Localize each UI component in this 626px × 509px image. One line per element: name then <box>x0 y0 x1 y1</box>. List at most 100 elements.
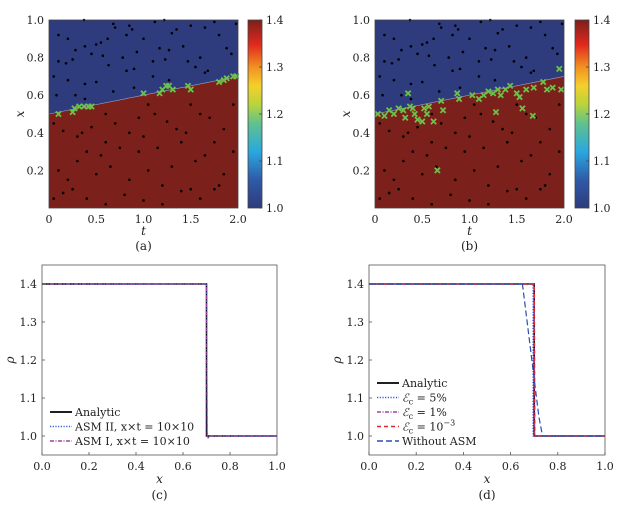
sample-point <box>137 150 141 153</box>
adaptive-point <box>71 105 78 112</box>
sample-point <box>52 122 56 125</box>
sample-point <box>529 154 533 157</box>
sample-point <box>387 129 391 133</box>
x-axis-label: x <box>156 472 163 486</box>
sample-point <box>170 31 174 35</box>
sample-point <box>392 37 396 41</box>
sample-point <box>153 112 157 116</box>
sample-point <box>161 184 164 187</box>
x-tick-label: 0.5 <box>414 213 432 226</box>
y-tick-label: 0.4 <box>27 127 45 140</box>
x-tick-label: 0 <box>372 213 379 226</box>
adaptive-point <box>223 75 230 82</box>
adaptive-point <box>69 108 76 116</box>
adaptive-point <box>409 105 417 112</box>
sample-point <box>66 37 70 41</box>
sample-point <box>543 184 547 187</box>
sample-point <box>66 178 70 182</box>
y-tick-label: 0.2 <box>27 164 45 177</box>
colorbar-tick-label: 1.2 <box>266 108 284 121</box>
sample-point <box>458 86 462 89</box>
x-axis-label: t <box>141 224 146 238</box>
legend-subscript: c <box>409 412 414 421</box>
sample-point <box>121 56 125 59</box>
y-tick-label: 0.8 <box>27 52 45 65</box>
sample-point <box>449 193 452 197</box>
legend-label: ℰc = 1% <box>402 406 447 421</box>
sample-point <box>439 122 443 125</box>
sample-point <box>501 28 504 31</box>
adaptive-point <box>494 86 502 93</box>
sample-point <box>231 103 235 106</box>
x-tick-label: 0.8 <box>221 460 239 473</box>
adaptive-point <box>439 107 447 114</box>
sample-point <box>556 52 559 56</box>
sample-point <box>123 193 126 197</box>
adaptive-point <box>506 82 514 90</box>
sample-point <box>432 37 435 41</box>
adaptive-point <box>88 103 95 110</box>
sample-point <box>532 69 536 73</box>
plot-frame <box>48 19 239 209</box>
y-tick-label: 1.2 <box>347 354 365 367</box>
colorbar-tick-label: 1.4 <box>593 14 611 27</box>
sample-point <box>128 131 131 135</box>
sample-point <box>142 135 145 138</box>
sample-point <box>454 131 457 135</box>
sample-point <box>113 122 117 125</box>
x-tick-label: 1.5 <box>182 213 200 226</box>
sample-point <box>94 80 98 84</box>
sample-point <box>402 159 405 163</box>
sample-point <box>142 199 145 202</box>
sample-point <box>130 28 134 31</box>
sample-point <box>135 50 139 54</box>
y-tick-label: 1.0 <box>20 430 38 443</box>
x-tick-label: 0.4 <box>127 460 145 473</box>
sample-point <box>430 202 434 206</box>
sample-point <box>198 56 202 59</box>
x-axis-label: x <box>484 472 491 486</box>
adaptive-point <box>455 95 463 103</box>
sample-point <box>76 135 79 138</box>
adaptive-point <box>420 105 428 112</box>
interface-line <box>374 76 565 115</box>
sample-point <box>433 63 436 67</box>
sample-point <box>437 22 441 26</box>
sample-point <box>146 169 150 172</box>
adaptive-point <box>140 90 147 97</box>
sample-point <box>198 197 202 200</box>
adaptive-point <box>419 118 426 125</box>
colorbar-tick-label: 1.0 <box>266 202 284 215</box>
sample-point <box>85 197 89 200</box>
adaptive-point <box>539 78 547 86</box>
sample-point <box>378 122 382 125</box>
sample-point <box>454 178 457 182</box>
sample-point <box>411 197 415 200</box>
sample-point <box>381 93 384 97</box>
legend-symbol: ℰ <box>402 392 410 405</box>
y-tick-label: 0.8 <box>353 52 371 65</box>
sample-point <box>230 52 233 56</box>
sample-point <box>165 120 169 123</box>
sample-point <box>161 202 164 206</box>
sample-point <box>515 187 519 191</box>
sample-point <box>515 103 519 106</box>
adaptive-point <box>400 107 407 114</box>
sample-point <box>524 112 528 116</box>
y-axis-label: ρ <box>330 356 344 364</box>
y-tick-label: 1.1 <box>20 392 38 405</box>
y-tick-label: 1.0 <box>347 430 365 443</box>
sample-point <box>409 82 413 86</box>
sample-point <box>447 56 451 59</box>
sample-point <box>392 78 396 82</box>
plot-frame <box>374 19 565 209</box>
y-tick-label: 1.0 <box>27 14 45 27</box>
y-tick-label: 1.4 <box>347 278 365 291</box>
x-tick-label: 0 <box>46 213 53 226</box>
sample-point <box>451 33 454 37</box>
sample-point <box>234 22 238 26</box>
sample-point <box>94 172 98 176</box>
x-tick-label: 0.6 <box>502 460 520 473</box>
sample-point <box>548 172 552 176</box>
